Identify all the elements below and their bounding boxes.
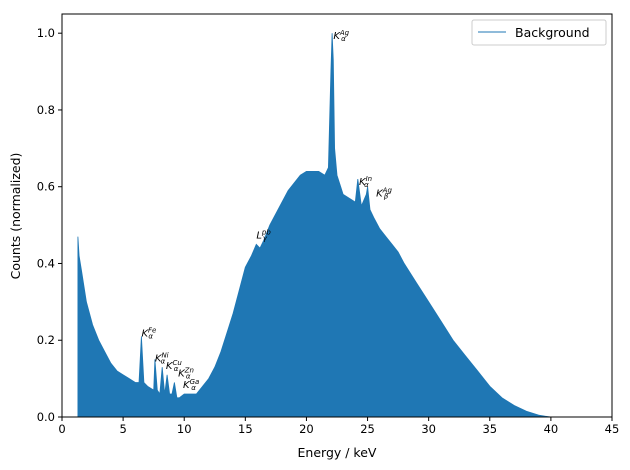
y-axis-title: Counts (normalized): [8, 153, 23, 280]
peak-label: KNi α: [155, 351, 169, 365]
x-tick-label: 0: [58, 422, 65, 436]
x-axis-title: Energy / keV: [298, 445, 377, 460]
peak-label: KIn α: [359, 175, 372, 189]
y-tick-label: 0.0: [37, 410, 55, 424]
legend-label: Background: [515, 25, 590, 40]
peak-label: KZn α: [178, 367, 194, 381]
peak-label: KGa α: [183, 378, 199, 392]
y-tick-label: 0.4: [37, 256, 55, 270]
plot-area: [77, 33, 612, 418]
peak-label: KAg β: [376, 186, 392, 200]
peak-label: KAg α: [333, 29, 349, 43]
x-tick-label: 15: [238, 422, 253, 436]
y-tick-label: 0.6: [37, 180, 55, 194]
x-tick-label: 10: [177, 422, 192, 436]
x-tick-label: 25: [360, 422, 375, 436]
legend: Background: [471, 19, 607, 46]
series-area-background: [77, 33, 612, 418]
y-axis: 0.0 0.2 0.4 0.6 0.8 1.0: [37, 26, 62, 424]
axes-frame: [61, 13, 613, 418]
x-tick-label: 40: [544, 422, 559, 436]
x-tick-label: 20: [299, 422, 314, 436]
x-tick-label: 30: [421, 422, 436, 436]
y-tick-label: 0.2: [37, 333, 55, 347]
legend-box: [471, 19, 607, 46]
x-tick-label: 5: [119, 422, 126, 436]
peak-label: KFe α: [141, 326, 156, 340]
y-tick-label: 0.8: [37, 103, 55, 117]
peak-label: Lpb γ: [256, 229, 271, 243]
x-tick-label: 45: [605, 422, 620, 436]
x-tick-label: 35: [482, 422, 497, 436]
y-tick-label: 1.0: [37, 26, 55, 40]
peak-label: KCu α: [166, 359, 182, 373]
x-axis: 0 5 10 15 20 25 30 35 40 45: [58, 417, 619, 436]
